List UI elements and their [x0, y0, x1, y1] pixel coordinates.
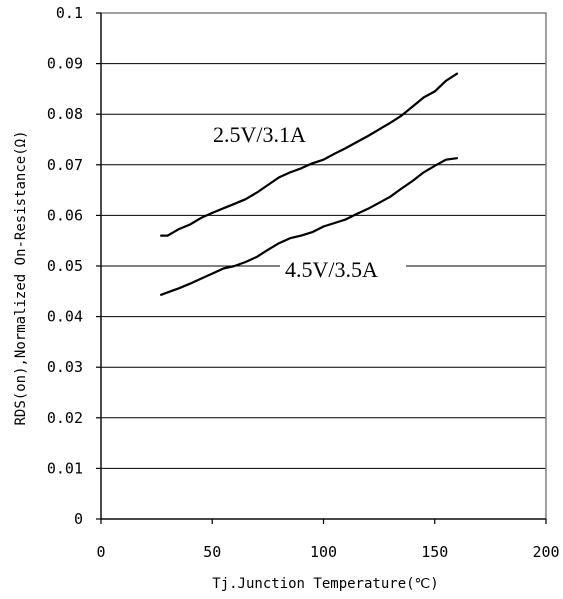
- y-tick-label: 0.01: [47, 459, 83, 477]
- y-tick-label: 0.09: [47, 55, 83, 73]
- series-labels: 2.5V/3.1A 4.5V/3.5A: [208, 122, 406, 284]
- series-line-2: [160, 157, 459, 296]
- y-tick-label: 0.04: [47, 308, 83, 326]
- y-tick-label: 0.02: [47, 409, 83, 427]
- x-axis-title: Tj.Junction Temperature(℃): [212, 576, 438, 592]
- series-label-1: 2.5V/3.1A: [213, 122, 306, 147]
- series-curves: [160, 72, 459, 296]
- y-tick-label: 0.06: [47, 206, 83, 224]
- y-tick-label: 0.03: [47, 358, 83, 376]
- y-tick-label: 0.07: [47, 156, 83, 174]
- series-label-2: 4.5V/3.5A: [285, 257, 378, 282]
- axes: [96, 12, 547, 524]
- series-label-bg: [280, 254, 406, 284]
- x-tick-label: 100: [310, 543, 337, 561]
- series-label-bg: [208, 122, 334, 152]
- x-tick-label: 50: [203, 543, 221, 561]
- y-tick-label: 0: [74, 510, 83, 528]
- y-tick-label: 0.08: [47, 105, 83, 123]
- tick-labels: 0 0.01 0.02 0.03 0.04 0.05 0.06 0.07 0.08 0.09 0.1…: [47, 4, 560, 561]
- x-tick-label: 200: [532, 543, 559, 561]
- x-tick-label: 0: [96, 543, 105, 561]
- series-line-1: [160, 72, 459, 237]
- y-tick-label: 0.1: [56, 4, 83, 22]
- y-axis-title: RDS(on),Normalized On-Resistance(Ω): [13, 130, 29, 425]
- x-tick-label: 150: [421, 543, 448, 561]
- y-tick-label: 0.05: [47, 257, 83, 275]
